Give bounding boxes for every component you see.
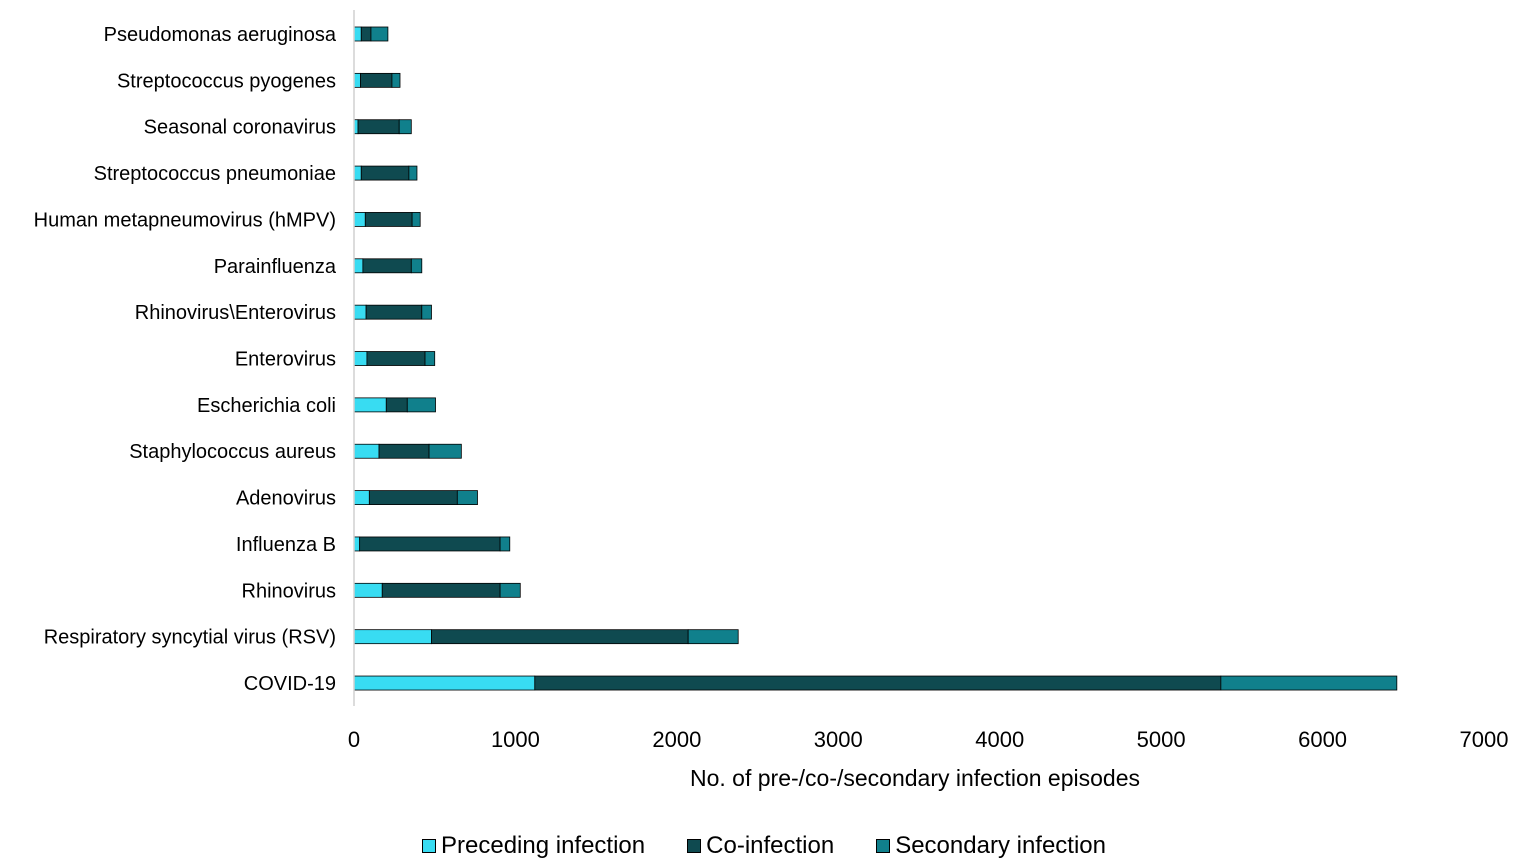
x-tick-label: 2000 (652, 727, 701, 752)
bar-segment (366, 351, 426, 366)
category-label: Influenza B (236, 534, 336, 556)
bar-segment (353, 212, 366, 227)
bar-segment (364, 212, 413, 227)
bar-segment (1220, 675, 1398, 691)
category-label: Streptococcus pneumoniae (94, 163, 336, 185)
bar-segment (353, 629, 432, 645)
bar-segment (431, 629, 689, 645)
bar-segment (428, 443, 462, 459)
bar-segment (353, 26, 362, 42)
bar-segment (360, 26, 372, 42)
category-labels: Pseudomonas aeruginosa Streptococcus pyog… (34, 24, 337, 695)
category-label: Escherichia coli (197, 395, 336, 417)
category-label: Parainfluenza (214, 256, 337, 278)
legend: Preceding infection Co-infection Secondary… (0, 828, 1528, 864)
bar-segment (411, 212, 421, 227)
category-label: Pseudomonas aeruginosa (104, 24, 337, 46)
x-tick-label: 1000 (491, 727, 540, 752)
bar-segment (378, 443, 430, 459)
legend-label: Secondary infection (895, 832, 1106, 859)
bar-segment (456, 490, 478, 506)
bar-segment (362, 258, 412, 274)
category-label: Staphylococcus aureus (129, 441, 336, 463)
x-tick-label: 7000 (1460, 727, 1509, 752)
legend-item: Co-infection (687, 832, 834, 860)
category-label: Adenovirus (236, 488, 336, 510)
bar-segment (424, 351, 436, 366)
x-tick-labels: 0 1000 2000 3000 4000 5000 6000 7000 (348, 727, 1509, 752)
category-label: COVID-19 (244, 673, 336, 695)
legend-label: Preceding infection (441, 832, 646, 859)
bar-segment (499, 582, 521, 598)
bar-segment (408, 165, 418, 181)
bar-segment (353, 490, 370, 506)
bar-segment (381, 582, 501, 598)
bar-segment (421, 304, 432, 320)
legend-item: Secondary infection (876, 832, 1106, 860)
bar-segment (353, 351, 368, 366)
bar-segment (391, 72, 401, 88)
legend-swatch (687, 839, 702, 853)
x-tick-label: 3000 (814, 727, 863, 752)
bar-segment (368, 490, 458, 506)
bar-segment (353, 258, 364, 274)
legend-swatch (422, 839, 436, 853)
x-tick-label: 6000 (1298, 727, 1347, 752)
category-label: Streptococcus pyogenes (117, 70, 336, 92)
bar-segment (385, 397, 408, 413)
bar-segment (357, 119, 400, 135)
bar-segment (353, 165, 362, 181)
legend-label: Co-infection (706, 832, 835, 859)
bar-segment (353, 443, 380, 459)
bar-segment (359, 536, 501, 552)
category-label: Human metapneumovirus (hMPV) (34, 209, 336, 231)
category-label: Respiratory syncytial virus (RSV) (44, 627, 336, 649)
bar-segment (406, 397, 436, 413)
bar-segment (687, 629, 739, 645)
bar-segment (360, 72, 393, 88)
x-tick-label: 4000 (975, 727, 1024, 752)
category-label: Rhinovirus (242, 580, 336, 602)
bar-segment (353, 582, 383, 598)
bar-segment (534, 675, 1222, 691)
bars (353, 26, 1398, 691)
bar-segment (499, 536, 511, 552)
bar-segment (353, 304, 367, 320)
category-label: Rhinovirus\Enterovirus (135, 302, 336, 324)
bar-segment (360, 165, 410, 181)
category-label: Seasonal coronavirus (144, 117, 336, 139)
bar-segment (410, 258, 423, 274)
x-tick-label: 5000 (1137, 727, 1186, 752)
bar-segment (353, 536, 361, 552)
bar-segment (353, 675, 536, 691)
bar-segment (353, 72, 361, 88)
legend-item: Preceding infection (422, 832, 645, 860)
chart: Pseudomonas aeruginosa Streptococcus pyog… (34, 10, 1509, 791)
category-label: Enterovirus (235, 349, 336, 371)
x-tick-label: 0 (348, 727, 360, 752)
legend-swatch (876, 839, 891, 853)
bar-segment (370, 26, 389, 42)
bar-segment (365, 304, 423, 320)
x-axis-title: No. of pre-/co-/secondary infection epis… (690, 765, 1140, 791)
bar-segment (353, 397, 387, 413)
bar-segment (398, 119, 412, 135)
